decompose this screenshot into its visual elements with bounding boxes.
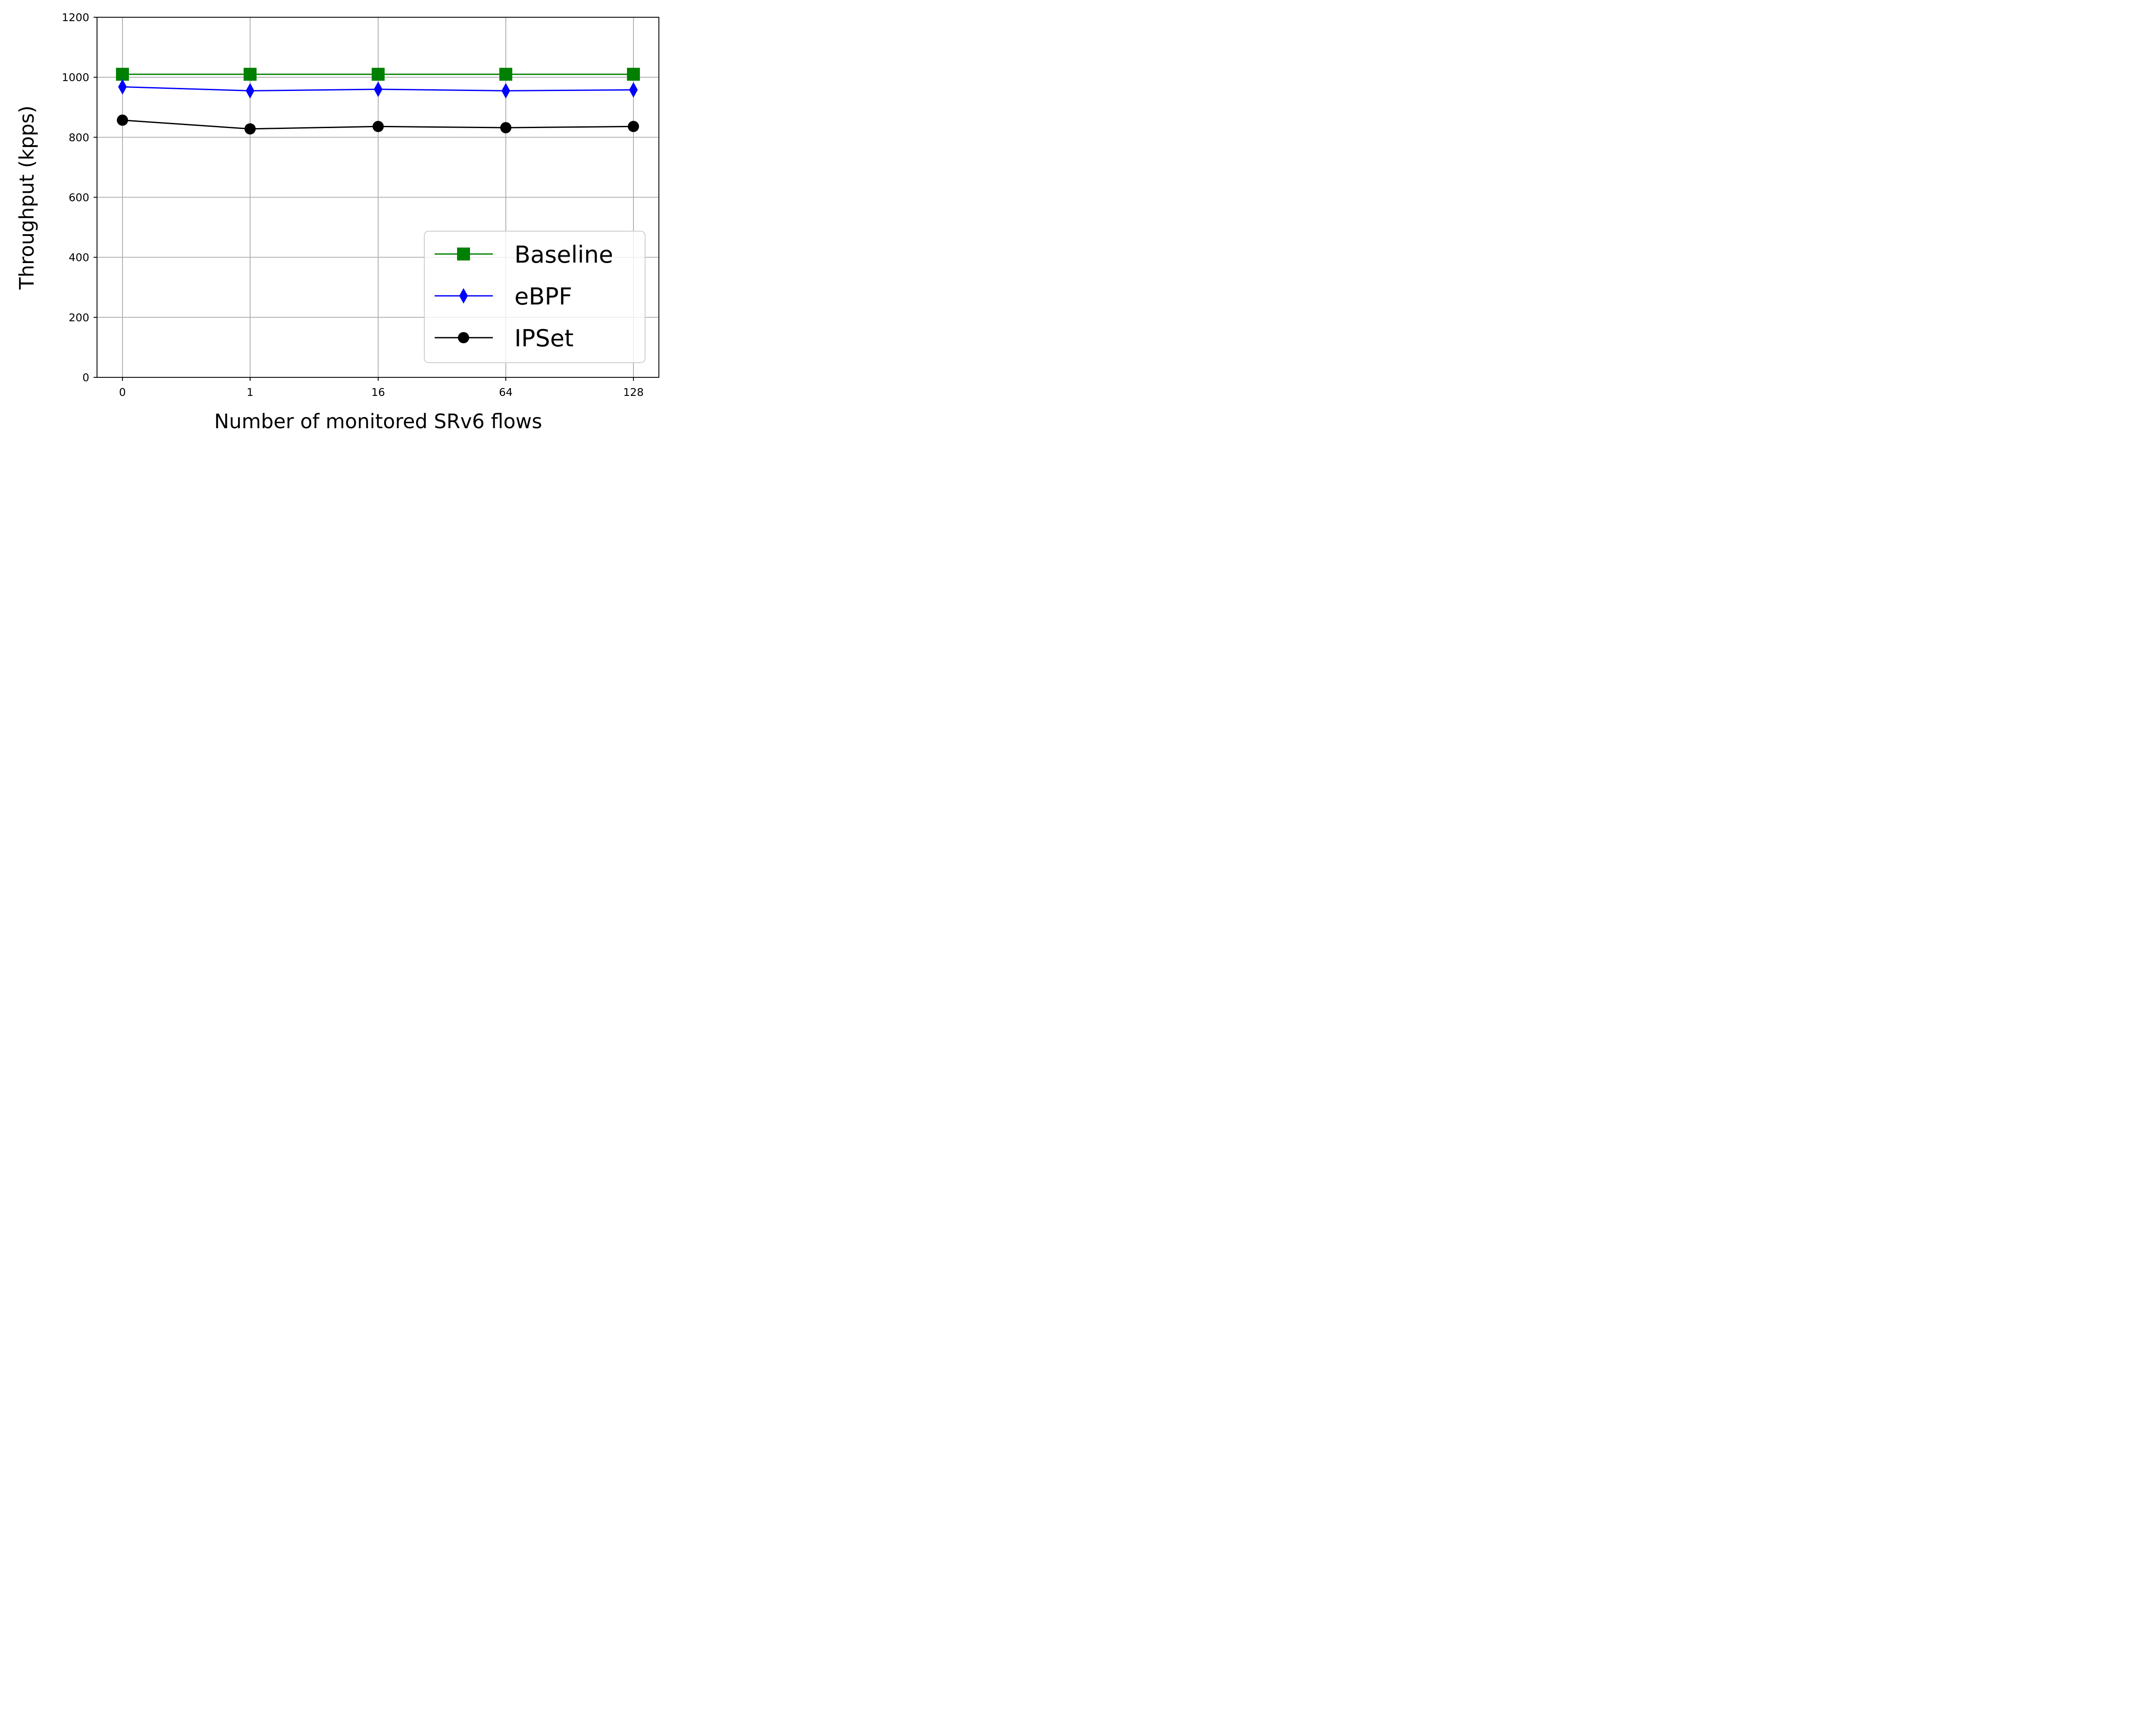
y-tick-label: 1200	[62, 11, 89, 24]
series-baseline	[116, 68, 640, 81]
throughput-chart: 0 1 16 64 128 0 200 400 600 800 1000 1200 Number of…	[15, 11, 659, 433]
legend-marker	[459, 288, 468, 304]
y-tick-label: 0	[82, 371, 89, 384]
data-point	[246, 83, 254, 99]
legend-label: Baseline	[514, 241, 613, 268]
data-point	[372, 68, 385, 81]
legend-box	[424, 231, 646, 363]
x-tick-label: 1	[247, 386, 254, 398]
y-axis-title: Throughput (kpps)	[15, 106, 38, 290]
x-axis-title: Number of monitored SRv6 flows	[214, 410, 542, 433]
y-tick-label: 600	[69, 191, 89, 204]
legend: Baseline eBPF IPSet	[424, 231, 646, 363]
data-point	[501, 83, 510, 99]
data-point	[499, 68, 512, 81]
x-tick-label: 64	[499, 386, 513, 398]
y-tick-label: 800	[69, 131, 89, 144]
y-tick-label: 400	[69, 251, 89, 264]
legend-item-ipset: IPSet	[435, 325, 573, 352]
data-point	[629, 82, 638, 98]
data-point	[627, 68, 640, 81]
data-point	[628, 121, 639, 132]
data-point	[244, 68, 257, 81]
legend-item-ebpf: eBPF	[435, 283, 572, 310]
data-point	[244, 123, 256, 135]
series-ebpf	[118, 79, 638, 99]
legend-marker	[458, 332, 469, 343]
legend-marker	[457, 248, 470, 260]
y-tick-label: 200	[69, 311, 89, 324]
data-point	[117, 114, 128, 126]
x-tick-label: 16	[371, 386, 385, 398]
legend-label: eBPF	[514, 283, 572, 310]
x-tick-label: 0	[119, 386, 126, 398]
legend-item-baseline: Baseline	[435, 241, 613, 268]
data-point	[500, 122, 511, 134]
legend-label: IPSet	[514, 325, 573, 352]
axes-ticks: 0 1 16 64 128 0 200 400 600 800 1000 1200	[62, 11, 643, 398]
data-point	[374, 82, 382, 97]
series-ipset	[117, 114, 639, 135]
x-tick-label: 128	[623, 386, 644, 398]
series-layer	[116, 68, 640, 135]
data-point	[373, 121, 384, 132]
data-point	[116, 68, 129, 81]
data-point	[118, 79, 127, 95]
y-tick-label: 1000	[62, 71, 89, 84]
